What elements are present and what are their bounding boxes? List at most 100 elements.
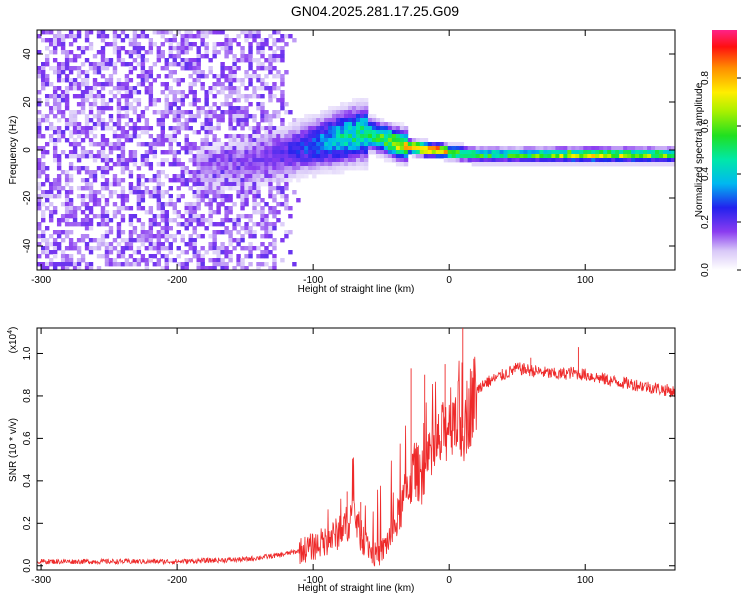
heatmap-cell (288, 178, 293, 183)
heatmap-cell (52, 34, 58, 39)
heatmap-cell (192, 242, 197, 247)
heatmap-cell (316, 146, 321, 151)
heatmap-cell (92, 198, 98, 203)
heatmap-cell (276, 114, 281, 119)
heatmap-cell (200, 162, 205, 167)
heatmap-cell (248, 162, 253, 167)
heatmap-cell (551, 158, 556, 163)
heatmap-cell (324, 158, 329, 163)
heatmap-cell (112, 146, 118, 151)
heatmap-cell (276, 174, 281, 179)
heatmap-cell (491, 162, 496, 167)
heatmap-cell (37, 182, 42, 187)
heatmap-cell (60, 78, 66, 83)
heatmap-cell (260, 154, 265, 159)
heatmap-cell (128, 206, 134, 211)
heatmap-cell (228, 254, 233, 259)
heatmap-cell (252, 178, 257, 183)
heatmap-cell (44, 54, 50, 59)
heatmap-cell (260, 166, 265, 171)
heatmap-cell (344, 130, 349, 135)
heatmap-cell (256, 122, 261, 127)
heatmap-cell (356, 166, 361, 171)
heatmap-cell (260, 142, 265, 147)
heatmap-cell (320, 150, 325, 155)
heatmap-cell (228, 166, 233, 171)
heatmap-cell (471, 158, 477, 163)
heatmap-cell (160, 110, 165, 115)
heatmap-cell (264, 126, 269, 131)
heatmap-cell (507, 158, 512, 163)
heatmap-cell (667, 154, 672, 159)
heatmap-cell (112, 178, 118, 183)
heatmap-cell (132, 250, 138, 255)
heatmap-cell (204, 50, 209, 55)
heatmap-cell (399, 142, 405, 147)
heatmap-cell (144, 130, 150, 135)
heatmap-cell (176, 126, 181, 131)
heatmap-cell (136, 246, 142, 251)
heatmap-cell (96, 34, 102, 39)
heatmap-cell (80, 222, 86, 227)
heatmap-cell (208, 106, 213, 111)
heatmap-cell (192, 162, 197, 167)
heatmap-cell (248, 186, 253, 191)
heatmap-cell (352, 106, 357, 111)
heatmap-cell (40, 114, 46, 119)
heatmap-cell (52, 38, 58, 43)
heatmap-cell (148, 98, 154, 103)
heatmap-cell (296, 122, 301, 127)
heatmap-cell (244, 58, 249, 63)
heatmap-cell (60, 254, 66, 259)
heatmap-cell (184, 66, 189, 71)
heatmap-cell (272, 226, 277, 231)
heatmap-cell (328, 166, 333, 171)
heatmap-cell (148, 206, 154, 211)
heatmap-cell (312, 118, 317, 123)
heatmap-cell (172, 238, 177, 243)
heatmap-cell (112, 210, 118, 215)
heatmap-cell (220, 90, 225, 95)
heatmap-cell (84, 234, 90, 239)
heatmap-cell (128, 230, 134, 235)
heatmap-cell (312, 154, 317, 159)
heatmap-cell (320, 154, 325, 159)
heatmap-cell (547, 162, 552, 167)
heatmap-cell (48, 122, 54, 127)
heatmap-cell (84, 126, 90, 131)
heatmap-cell (264, 138, 269, 143)
heatmap-cell (100, 122, 106, 127)
heatmap-cell (344, 118, 349, 123)
heatmap-cell (356, 102, 361, 107)
heatmap-cell (260, 54, 265, 59)
heatmap-cell (52, 194, 58, 199)
heatmap-cell (144, 126, 150, 131)
heatmap-cell (383, 138, 389, 143)
heatmap-cell (200, 214, 205, 219)
heatmap-cell (240, 158, 245, 163)
heatmap-cell (72, 122, 78, 127)
heatmap-cell (196, 74, 201, 79)
heatmap-cell (116, 162, 122, 167)
heatmap-cell (76, 250, 82, 255)
heatmap-cell (72, 110, 78, 115)
heatmap-cell (431, 146, 437, 151)
heatmap-cell (152, 246, 158, 251)
heatmap-cell (256, 262, 261, 267)
heatmap-cell (363, 162, 369, 167)
heatmap-cell (435, 142, 441, 147)
heatmap-cell (352, 122, 357, 127)
heatmap-cell (248, 150, 253, 155)
heatmap-cell (395, 146, 401, 151)
heatmap-cell (579, 146, 584, 151)
heatmap-cell (192, 118, 197, 123)
heatmap-cell (76, 30, 82, 35)
heatmap-cell (272, 38, 277, 43)
heatmap-cell (92, 202, 98, 207)
heatmap-cell (304, 162, 309, 167)
heatmap-cell (64, 210, 70, 215)
heatmap-cell (108, 218, 114, 223)
heatmap-cell (152, 142, 158, 147)
heatmap-cell (228, 94, 233, 99)
